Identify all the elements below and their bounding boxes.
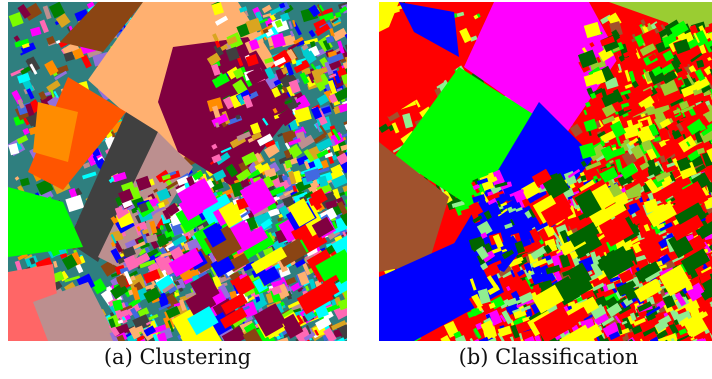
classification-map: [379, 2, 712, 341]
panel-b: [379, 2, 712, 341]
clustering-map: [8, 2, 347, 341]
caption-clustering: (a) Clustering: [103, 345, 252, 369]
clustering-map-image: [8, 2, 347, 341]
caption-classification: (b) Classification: [458, 345, 639, 369]
panel-a: [8, 2, 347, 341]
classification-map-image: [379, 2, 712, 341]
